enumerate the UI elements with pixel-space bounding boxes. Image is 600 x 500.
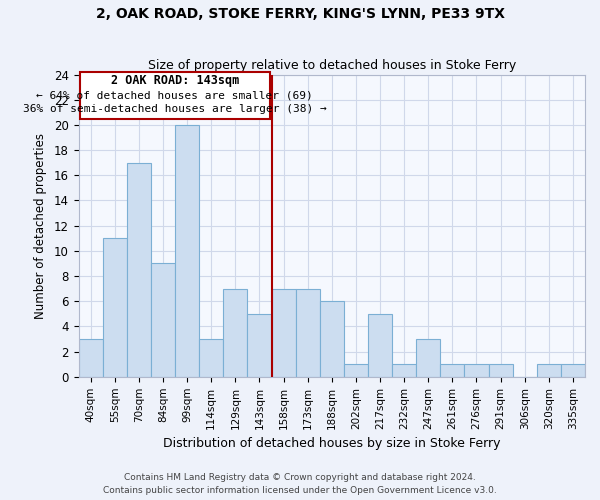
Bar [464,364,488,377]
Bar [223,288,247,377]
Bar [175,125,199,377]
Bar [151,264,175,377]
Y-axis label: Number of detached properties: Number of detached properties [34,132,47,318]
Bar [272,288,296,377]
Text: Contains HM Land Registry data © Crown copyright and database right 2024.
Contai: Contains HM Land Registry data © Crown c… [103,474,497,495]
Bar [103,238,127,377]
Bar [79,339,103,377]
Bar [368,314,392,377]
Text: ← 64% of detached houses are smaller (69): ← 64% of detached houses are smaller (69… [37,91,313,101]
Bar [344,364,368,377]
Bar [320,302,344,377]
Bar [127,162,151,377]
Text: 2, OAK ROAD, STOKE FERRY, KING'S LYNN, PE33 9TX: 2, OAK ROAD, STOKE FERRY, KING'S LYNN, P… [95,8,505,22]
Bar [199,339,223,377]
Bar [440,364,464,377]
Text: 2 OAK ROAD: 143sqm: 2 OAK ROAD: 143sqm [110,74,239,88]
Bar [296,288,320,377]
Bar [247,314,272,377]
Bar [392,364,416,377]
Bar [537,364,561,377]
Text: 36% of semi-detached houses are larger (38) →: 36% of semi-detached houses are larger (… [23,104,326,114]
Bar [561,364,585,377]
Title: Size of property relative to detached houses in Stoke Ferry: Size of property relative to detached ho… [148,59,516,72]
Bar [416,339,440,377]
FancyBboxPatch shape [80,72,269,118]
Bar [488,364,512,377]
X-axis label: Distribution of detached houses by size in Stoke Ferry: Distribution of detached houses by size … [163,437,500,450]
